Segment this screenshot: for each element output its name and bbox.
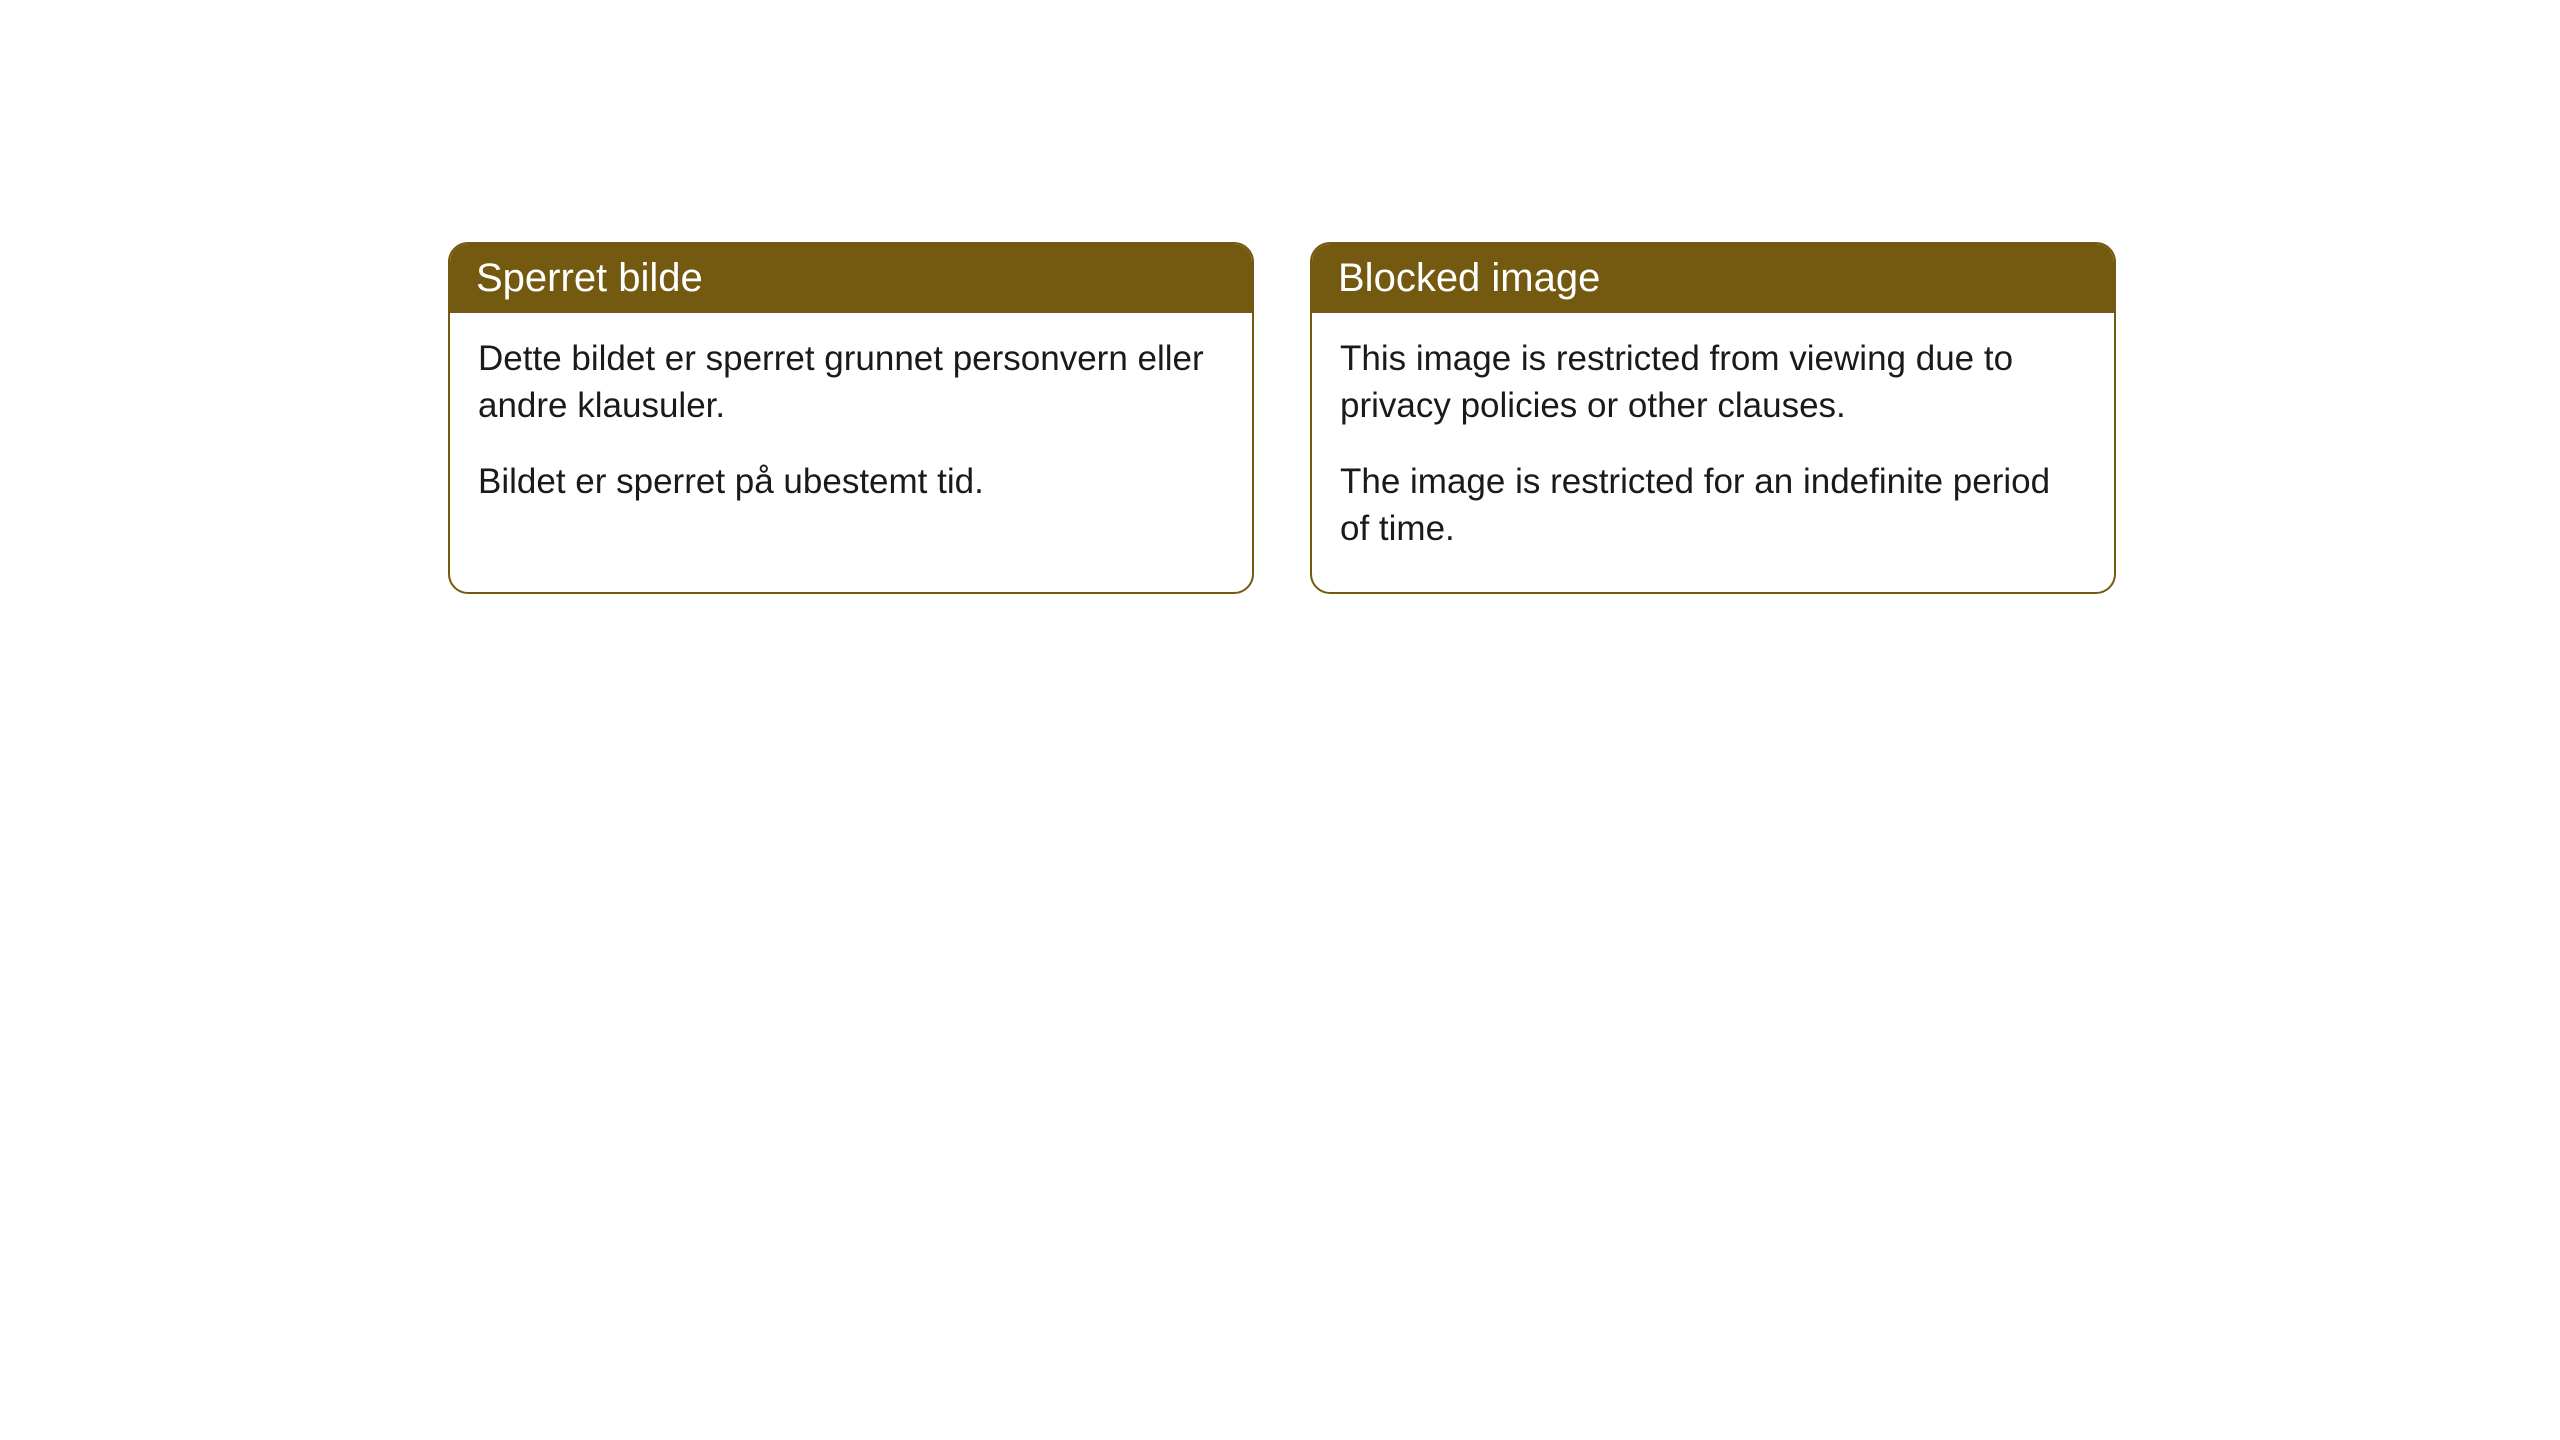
notice-container: Sperret bilde Dette bildet er sperret gr…	[0, 0, 2560, 594]
blocked-image-card-norwegian: Sperret bilde Dette bildet er sperret gr…	[448, 242, 1254, 594]
card-title: Blocked image	[1338, 256, 1600, 300]
notice-text: Dette bildet er sperret grunnet personve…	[478, 335, 1224, 430]
notice-text: The image is restricted for an indefinit…	[1340, 458, 2086, 553]
card-header-norwegian: Sperret bilde	[450, 244, 1252, 313]
card-body-english: This image is restricted from viewing du…	[1312, 313, 2114, 592]
card-header-english: Blocked image	[1312, 244, 2114, 313]
notice-text: Bildet er sperret på ubestemt tid.	[478, 458, 1224, 505]
notice-text: This image is restricted from viewing du…	[1340, 335, 2086, 430]
card-body-norwegian: Dette bildet er sperret grunnet personve…	[450, 313, 1252, 545]
card-title: Sperret bilde	[476, 256, 703, 300]
blocked-image-card-english: Blocked image This image is restricted f…	[1310, 242, 2116, 594]
